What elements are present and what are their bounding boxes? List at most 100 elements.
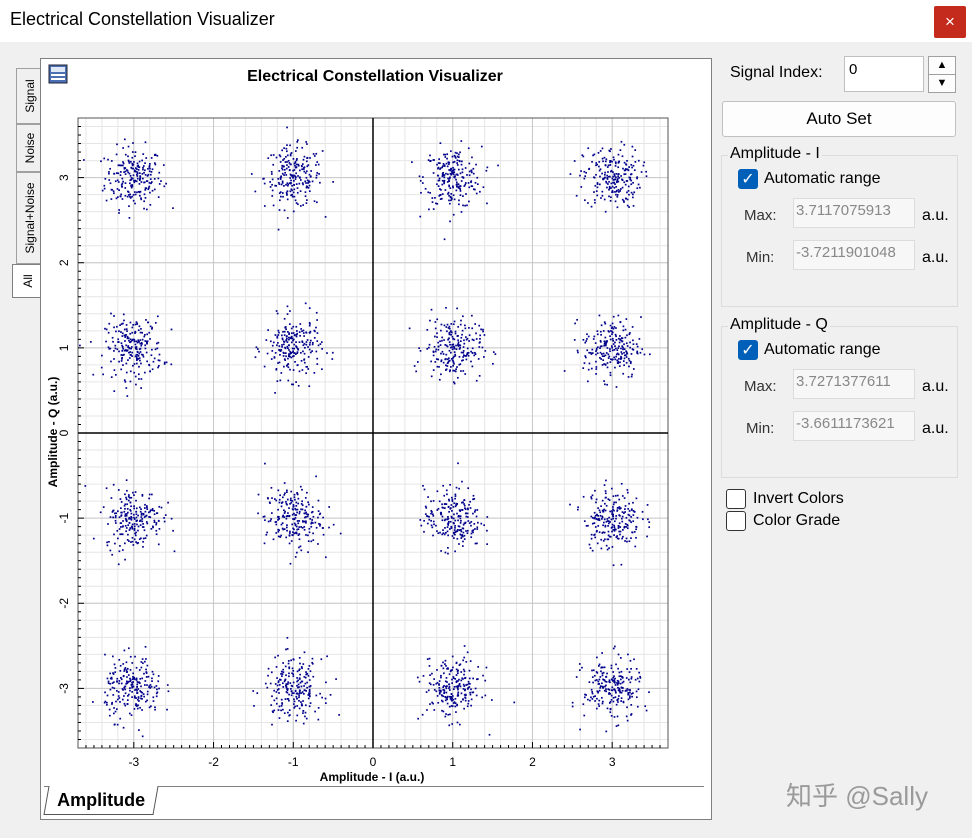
constellation-point	[635, 690, 638, 693]
constellation-point	[612, 156, 615, 159]
constellation-point	[446, 685, 448, 687]
constellation-point	[605, 341, 608, 344]
constellation-point	[604, 336, 607, 339]
constellation-point	[486, 202, 488, 205]
constellation-point	[645, 170, 647, 173]
constellation-point	[289, 310, 291, 312]
constellation-point	[149, 370, 151, 373]
constellation-point	[453, 351, 456, 353]
constellation-point	[254, 356, 257, 359]
constellation-point	[609, 348, 611, 350]
constellation-point	[140, 666, 143, 669]
amp-i-min-field[interactable]: -3.7211901048	[793, 240, 915, 270]
constellation-point	[439, 344, 442, 346]
tab-amplitude[interactable]: Amplitude	[43, 786, 159, 815]
constellation-point	[110, 198, 113, 200]
constellation-point	[623, 497, 626, 499]
constellation-point	[600, 505, 602, 508]
constellation-point	[274, 184, 277, 187]
constellation-point	[468, 522, 471, 524]
constellation-point	[313, 372, 316, 374]
constellation-point	[601, 157, 604, 160]
amp-i-auto-range-checkbox[interactable]: ✓	[738, 169, 758, 189]
tab-all[interactable]: All	[12, 264, 43, 298]
constellation-point	[314, 521, 317, 524]
constellation-point	[300, 360, 303, 362]
constellation-point	[292, 339, 294, 342]
constellation-point	[126, 489, 128, 492]
constellation-point	[119, 670, 122, 672]
constellation-point	[630, 508, 633, 511]
constellation-point	[463, 538, 466, 540]
constellation-point	[447, 534, 449, 537]
constellation-point	[144, 660, 146, 663]
constellation-point	[616, 206, 619, 209]
constellation-point	[292, 531, 294, 533]
constellation-point	[479, 190, 481, 193]
constellation-point	[118, 516, 121, 519]
constellation-point	[468, 682, 470, 685]
close-button[interactable]: ×	[934, 6, 966, 38]
constellation-point	[304, 704, 307, 707]
constellation-point	[297, 679, 299, 682]
y-tick-label: 1	[57, 344, 71, 351]
amp-q-min-field[interactable]: -3.6611173621	[793, 411, 915, 441]
amp-q-max-field[interactable]: 3.7271377611	[793, 369, 915, 399]
constellation-point	[302, 158, 305, 161]
auto-set-button[interactable]: Auto Set	[722, 101, 956, 137]
amp-q-auto-range-checkbox[interactable]: ✓	[738, 340, 758, 360]
constellation-point	[596, 513, 598, 516]
constellation-point	[447, 522, 450, 524]
constellation-point	[626, 668, 629, 670]
constellation-point	[451, 699, 453, 702]
plot-settings-icon[interactable]	[48, 64, 68, 84]
constellation-point	[443, 507, 446, 509]
constellation-point	[462, 531, 465, 534]
constellation-point	[608, 547, 610, 549]
constellation-point	[317, 543, 319, 545]
constellation-point	[154, 708, 156, 711]
constellation-point	[460, 537, 463, 539]
constellation-point	[451, 682, 453, 684]
tab-noise[interactable]: Noise	[16, 124, 43, 172]
constellation-point	[439, 188, 441, 190]
constellation-point	[133, 494, 135, 496]
spin-up-button[interactable]: ▲	[928, 56, 956, 75]
amp-i-max-field[interactable]: 3.7117075913	[793, 198, 915, 228]
spin-down-button[interactable]: ▼	[928, 74, 956, 93]
constellation-point	[453, 502, 456, 505]
signal-index-input[interactable]: 0	[844, 56, 924, 92]
tab-signal-noise[interactable]: Signal+Noise	[16, 172, 43, 264]
constellation-point	[128, 182, 131, 185]
constellation-point	[624, 511, 626, 513]
constellation-point	[285, 691, 288, 693]
constellation-point	[293, 522, 296, 525]
constellation-point	[472, 531, 474, 534]
constellation-point	[117, 181, 120, 183]
constellation-point	[127, 511, 129, 514]
constellation-point	[613, 524, 615, 527]
color-grade-checkbox[interactable]	[726, 511, 746, 531]
constellation-point	[135, 321, 138, 324]
constellation-point	[267, 520, 270, 523]
constellation-point	[116, 348, 119, 351]
constellation-point	[306, 366, 309, 368]
constellation-point	[611, 177, 614, 180]
tab-signal[interactable]: Signal	[16, 68, 43, 124]
constellation-point	[589, 351, 592, 354]
constellation-point	[623, 357, 626, 360]
constellation-point	[609, 338, 612, 341]
constellation-point	[142, 168, 144, 171]
constellation-point	[609, 371, 612, 374]
constellation-point	[621, 517, 623, 520]
constellation-point	[141, 159, 143, 162]
constellation-point	[307, 551, 309, 554]
constellation-point	[84, 485, 87, 487]
constellation-point	[445, 344, 448, 347]
invert-colors-checkbox[interactable]	[726, 489, 746, 509]
constellation-point	[468, 170, 471, 173]
constellation-point	[286, 648, 289, 650]
constellation-point	[431, 526, 434, 529]
constellation-point	[428, 343, 431, 346]
